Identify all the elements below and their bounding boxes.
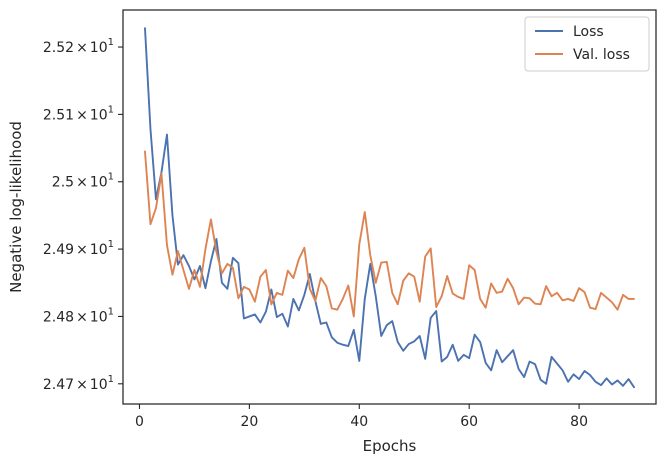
y-tick-mantissa: 2.48 (43, 309, 74, 325)
y-tick-mantissa: 2.51 (43, 107, 74, 123)
y-tick-base: 10 (90, 40, 108, 56)
y-tick-exponent: 1 (108, 104, 114, 115)
x-axis-label: Epochs (363, 437, 417, 455)
y-tick-times: × (76, 40, 88, 56)
x-tick-label: 0 (135, 414, 144, 430)
y-tick-exponent: 1 (108, 306, 114, 317)
y-tick-label: 2.5 × 101 (52, 172, 114, 191)
y-tick-mantissa: 2.52 (43, 40, 74, 56)
series-line-loss (144, 27, 635, 389)
y-tick-exponent: 1 (108, 37, 114, 48)
y-tick-exponent: 1 (108, 172, 114, 183)
y-tick-base: 10 (90, 377, 108, 393)
x-tick-label: 60 (460, 414, 478, 430)
y-tick-base: 10 (90, 175, 108, 191)
y-tick-label: 2.52 × 101 (43, 37, 114, 56)
y-tick-mantissa: 2.49 (43, 242, 74, 258)
y-tick-label: 2.49 × 101 (43, 239, 114, 258)
y-tick-base: 10 (90, 242, 108, 258)
x-tick-label: 20 (240, 414, 258, 430)
series-line-val-loss (144, 150, 635, 318)
y-tick-mantissa: 2.5 (52, 175, 74, 191)
y-tick-base: 10 (90, 107, 108, 123)
y-tick-times: × (76, 175, 88, 191)
series-layer (144, 27, 635, 389)
x-tick-label: 40 (350, 414, 368, 430)
legend-label: Val. loss (573, 47, 630, 63)
y-tick-times: × (76, 377, 88, 393)
y-tick-exponent: 1 (108, 374, 114, 385)
y-tick-exponent: 1 (108, 239, 114, 250)
legend: Loss Val. loss (524, 16, 650, 72)
y-tick-mantissa: 2.47 (43, 377, 74, 393)
y-tick-times: × (76, 309, 88, 325)
y-tick-base: 10 (90, 309, 108, 325)
y-tick-label: 2.47 × 101 (43, 374, 114, 393)
y-axis-label: Negative log-likelihood (7, 121, 25, 293)
y-tick-times: × (76, 107, 88, 123)
plot-frame (122, 9, 657, 405)
y-tick-label: 2.48 × 101 (43, 306, 114, 325)
legend-label: Loss (573, 24, 604, 40)
x-tick-label: 80 (570, 414, 588, 430)
y-tick-label: 2.51 × 101 (43, 104, 114, 123)
y-tick-times: × (76, 242, 88, 258)
